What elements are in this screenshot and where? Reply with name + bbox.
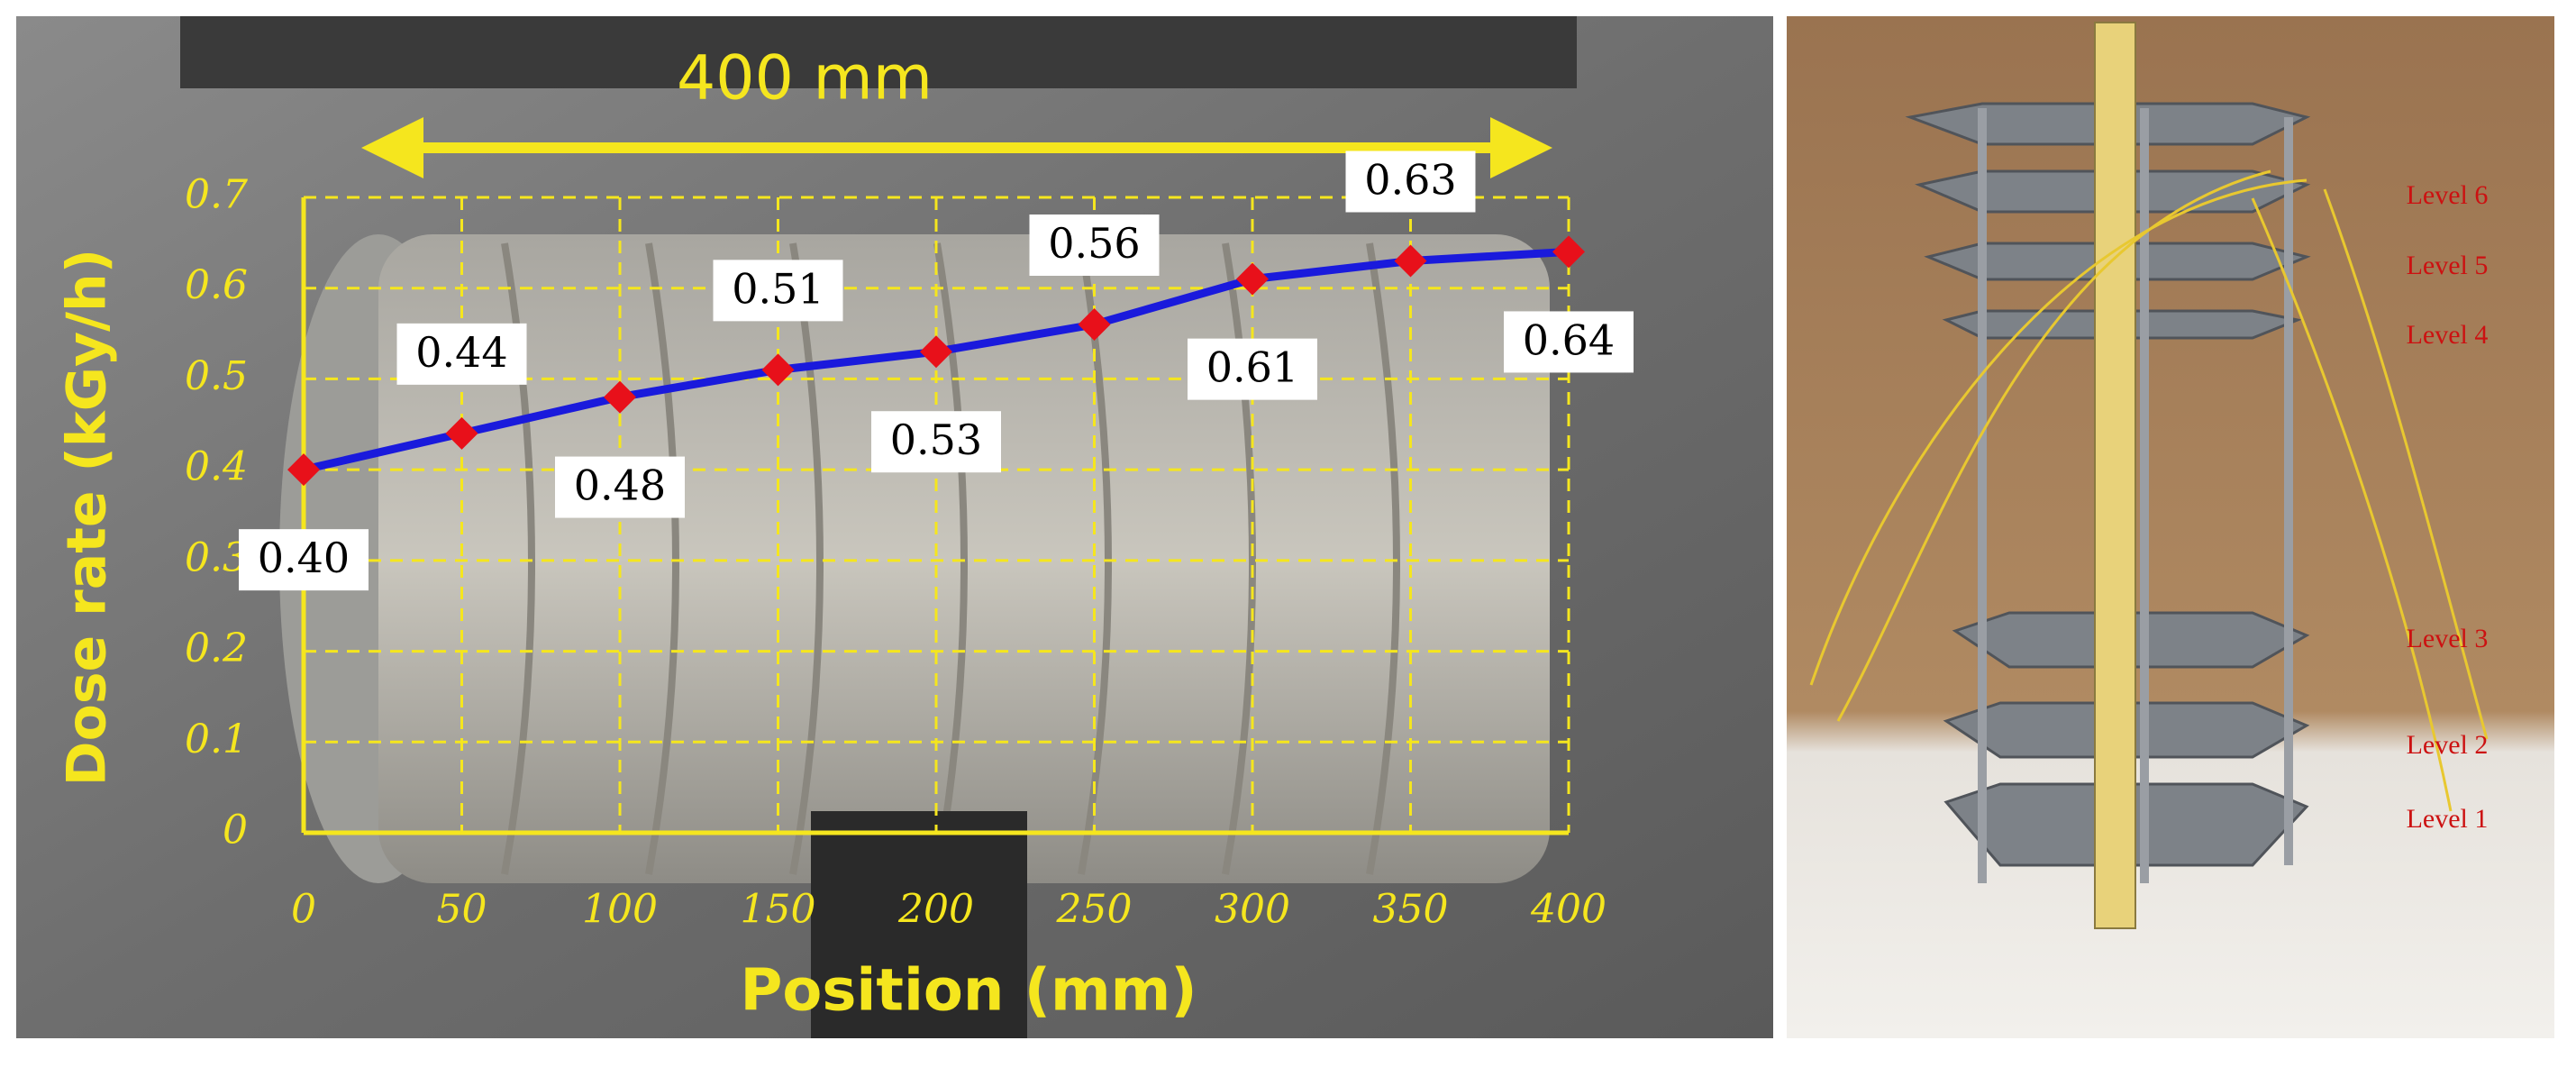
chart-title: 400 mm bbox=[677, 43, 933, 114]
level-label: Level 6 bbox=[2407, 180, 2489, 210]
level-label: Level 4 bbox=[2407, 320, 2489, 350]
data-label-box bbox=[871, 411, 1001, 473]
x-tick-label: 400 bbox=[1530, 887, 1607, 933]
y-tick-label: 0.3 bbox=[185, 534, 248, 580]
x-tick-label: 50 bbox=[437, 887, 487, 933]
data-marker bbox=[761, 353, 795, 387]
y-tick-label: 0.7 bbox=[185, 172, 248, 218]
data-marker bbox=[604, 380, 636, 414]
y-tick-label: 0 bbox=[223, 808, 248, 853]
data-marker bbox=[1236, 262, 1269, 296]
data-marker bbox=[1078, 308, 1111, 341]
x-axis-label: Position (mm) bbox=[740, 958, 1197, 1025]
photo-background bbox=[1787, 16, 2554, 1038]
arrow-head bbox=[361, 117, 423, 178]
data-marker bbox=[445, 416, 478, 450]
y-tick-label: 0.2 bbox=[185, 625, 248, 671]
data-label: 0.44 bbox=[415, 328, 507, 377]
data-label: 0.53 bbox=[890, 415, 982, 464]
level-label: Level 3 bbox=[2407, 624, 2489, 653]
data-marker bbox=[920, 335, 952, 369]
data-label: 0.40 bbox=[258, 534, 350, 582]
level-label: Level 1 bbox=[2407, 804, 2489, 834]
data-label-box bbox=[239, 529, 369, 591]
data-label-box bbox=[1188, 338, 1317, 400]
y-tick-label: 0.5 bbox=[185, 353, 248, 399]
x-tick-label: 200 bbox=[897, 887, 974, 933]
x-tick-label: 350 bbox=[1373, 887, 1449, 933]
photo-wires bbox=[1809, 169, 2489, 812]
arrow-head bbox=[1490, 117, 1552, 178]
data-label: 0.61 bbox=[1206, 343, 1298, 392]
data-label: 0.63 bbox=[1364, 156, 1456, 205]
photo-rods bbox=[1978, 108, 2293, 883]
data-label: 0.56 bbox=[1048, 219, 1140, 268]
x-tick-label: 150 bbox=[741, 887, 816, 933]
x-tick-label: 300 bbox=[1215, 887, 1290, 933]
data-label-box bbox=[1345, 151, 1476, 213]
y-axis-label: Dose rate (kGy/h) bbox=[56, 249, 119, 786]
level-labels: Level 6 Level 5 Level 4 Level 3 Level 2 Level… bbox=[2407, 180, 2489, 834]
data-label-box bbox=[713, 260, 843, 322]
data-marker bbox=[287, 453, 320, 487]
x-tick-label: 250 bbox=[1056, 887, 1133, 933]
y-tick-label: 0.6 bbox=[185, 262, 248, 308]
photo-shadow bbox=[180, 16, 1577, 88]
x-tick-label: 0 bbox=[291, 887, 316, 933]
data-label-box bbox=[555, 456, 685, 518]
photo-dark-area bbox=[811, 811, 1027, 1038]
data-marker bbox=[1552, 235, 1585, 269]
level-label: Level 5 bbox=[2407, 251, 2489, 280]
photo-ruler bbox=[2094, 22, 2136, 929]
data-label-box bbox=[1029, 215, 1160, 276]
y-tick-label: 0.1 bbox=[185, 717, 248, 762]
level-label: Level 2 bbox=[2407, 730, 2489, 760]
x-tick-label: 100 bbox=[582, 887, 658, 933]
data-label-box bbox=[1504, 311, 1634, 373]
data-label: 0.48 bbox=[574, 461, 666, 510]
data-marker bbox=[1394, 244, 1427, 278]
y-tick-label: 0.4 bbox=[185, 444, 248, 490]
data-label: 0.64 bbox=[1523, 315, 1615, 364]
data-label-box bbox=[396, 323, 527, 385]
data-label: 0.51 bbox=[732, 264, 824, 313]
